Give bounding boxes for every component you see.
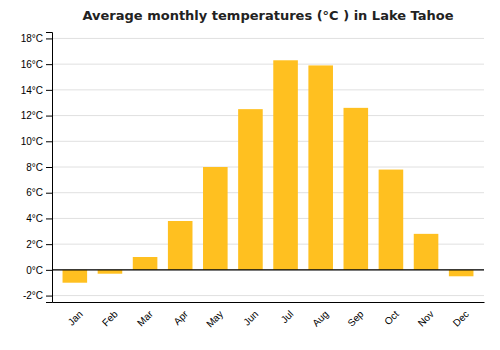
- y-tick: 2°C: [26, 239, 52, 250]
- y-tick: 6°C: [26, 187, 52, 198]
- y-tick-mark: [46, 38, 52, 39]
- x-tick-label: Aug: [310, 308, 330, 328]
- y-tick: 18°C: [21, 33, 52, 44]
- bar: [414, 234, 439, 270]
- y-tick: 14°C: [21, 85, 52, 96]
- y-tick-label: -2°C: [23, 290, 43, 301]
- y-tick-label: 4°C: [26, 213, 43, 224]
- x-tick: Jun: [241, 308, 260, 327]
- y-tick-label: 2°C: [26, 239, 43, 250]
- bar: [379, 170, 404, 270]
- zero-line: [52, 269, 484, 270]
- grid-line: [52, 192, 484, 193]
- bar: [238, 109, 263, 270]
- y-tick: 0°C: [26, 265, 52, 276]
- y-tick-label: 8°C: [26, 162, 43, 173]
- y-tick-mark: [46, 244, 52, 245]
- x-tick: Jan: [66, 308, 85, 327]
- x-tick-label: Jun: [241, 308, 260, 327]
- x-axis: Jan Feb Mar Apr May Jun Jul Aug Sep Oct Nov Dec: [53, 303, 485, 330]
- x-tick-label: Jul: [279, 308, 296, 325]
- grid-line: [52, 64, 484, 65]
- y-tick-label: 16°C: [21, 59, 43, 70]
- y-tick-mark: [46, 116, 52, 117]
- y-tick-mark: [46, 270, 52, 271]
- x-tick: Mar: [135, 308, 155, 328]
- plot-area: -2°C 0°C 2°C 4°C 6°C 8°C 10°C 12°C 14°C 16°C 18°C J…: [21, 33, 485, 330]
- x-tick: Oct: [382, 308, 401, 327]
- grid-line: [52, 38, 484, 39]
- x-tick: Dec: [451, 308, 471, 328]
- y-axis-line: [46, 33, 53, 303]
- x-tick-label: Mar: [135, 308, 155, 328]
- y-tick-mark: [46, 193, 52, 194]
- chart: -2°C 0°C 2°C 4°C 6°C 8°C 10°C 12°C 14°C 16°C 18°C J…: [0, 0, 500, 350]
- y-tick-mark: [46, 64, 52, 65]
- y-tick-label: 6°C: [26, 187, 43, 198]
- x-tick-label: Sep: [345, 308, 366, 329]
- x-tick-label: Feb: [100, 308, 120, 328]
- y-tick-label: 18°C: [21, 33, 43, 44]
- x-tick: Aug: [310, 308, 330, 328]
- bar: [273, 60, 298, 270]
- bar: [308, 65, 333, 269]
- grid-line: [52, 218, 484, 219]
- grid-line: [52, 295, 484, 296]
- grid-line: [52, 89, 484, 90]
- title: Average monthly temperatures (°C ) in La…: [82, 8, 453, 23]
- y-tick-mark: [46, 90, 52, 91]
- y-tick: 8°C: [26, 162, 52, 173]
- x-axis-line: [53, 302, 485, 303]
- bar: [203, 167, 228, 270]
- grid-line: [52, 115, 484, 116]
- y-tick-label: 12°C: [21, 110, 43, 121]
- x-tick-label: Dec: [451, 308, 471, 328]
- x-tick: Jul: [279, 308, 296, 325]
- x-tick-label: Apr: [171, 308, 190, 327]
- x-tick: Sep: [345, 308, 366, 329]
- x-tick-label: Nov: [416, 308, 436, 328]
- y-axis: -2°C 0°C 2°C 4°C 6°C 8°C 10°C 12°C 14°C 16°C 18°C: [21, 33, 53, 303]
- bar: [449, 270, 474, 276]
- y-tick: -2°C: [23, 290, 52, 301]
- bar: [63, 270, 88, 283]
- x-tick-label: May: [204, 308, 225, 329]
- y-tick: 12°C: [21, 110, 52, 121]
- y-tick-mark: [46, 218, 52, 219]
- grid: [52, 38, 484, 295]
- bar: [168, 221, 193, 270]
- y-tick: 16°C: [21, 59, 52, 70]
- y-tick: 4°C: [26, 213, 52, 224]
- x-tick: May: [204, 308, 225, 329]
- grid-line: [52, 269, 484, 270]
- y-tick-mark: [46, 296, 52, 297]
- y-tick-mark: [46, 167, 52, 168]
- y-tick-label: 10°C: [21, 136, 43, 147]
- y-tick: 10°C: [21, 136, 52, 147]
- bars: [63, 60, 474, 282]
- x-tick: Feb: [100, 308, 120, 328]
- bar: [344, 108, 369, 270]
- x-tick-label: Oct: [382, 308, 401, 327]
- grid-line: [52, 141, 484, 142]
- x-tick: Nov: [416, 308, 436, 328]
- y-tick-mark: [46, 141, 52, 142]
- grid-line: [52, 167, 484, 168]
- y-tick-label: 14°C: [21, 85, 43, 96]
- y-tick-label: 0°C: [26, 265, 43, 276]
- x-tick-label: Jan: [66, 308, 85, 327]
- x-tick: Apr: [171, 308, 190, 327]
- bar: [133, 257, 158, 270]
